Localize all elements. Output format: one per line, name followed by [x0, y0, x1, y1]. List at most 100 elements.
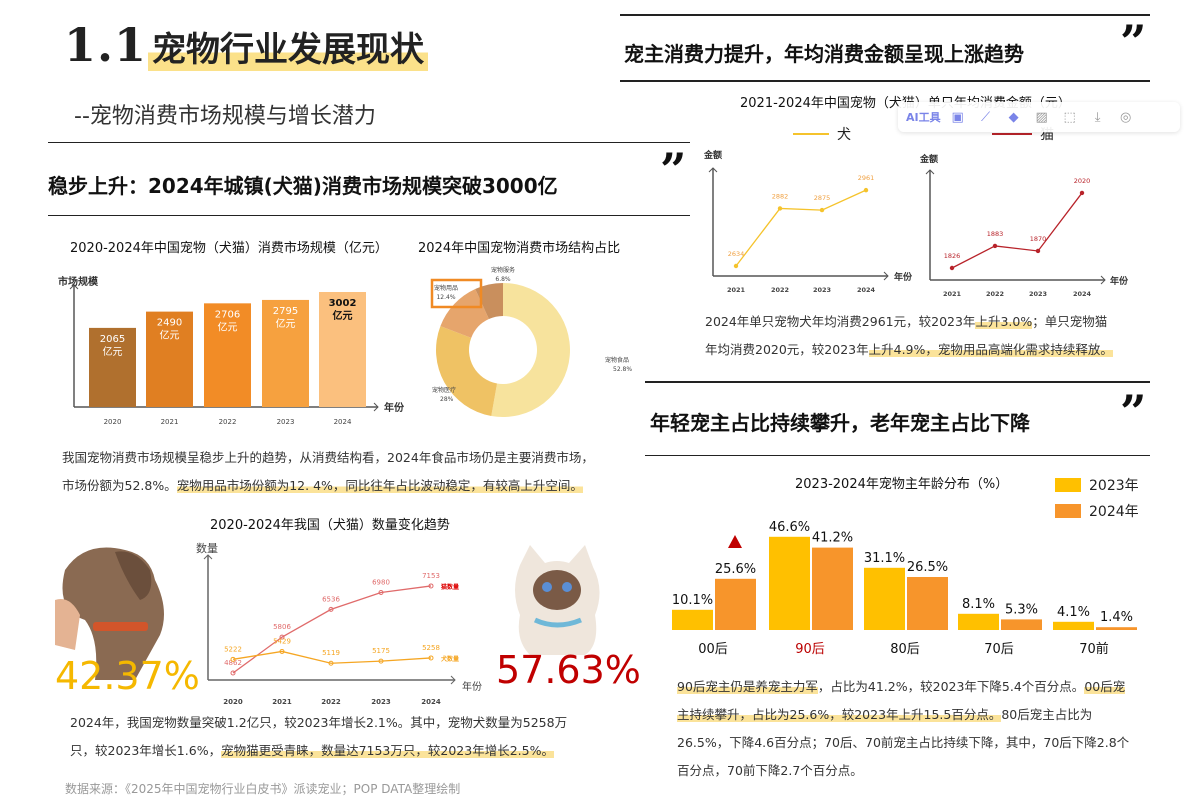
bar: [769, 536, 810, 630]
data-point: [428, 655, 434, 661]
divider: [620, 14, 1150, 16]
crop-icon[interactable]: ⬚: [1063, 109, 1076, 125]
legend-swatch: [992, 133, 1032, 135]
bar-unit-label: 亿元: [103, 345, 123, 358]
legend-2023: 2023年: [1055, 475, 1139, 495]
x-tick-label: 2024: [334, 418, 352, 426]
bar-value-label: 2065: [100, 334, 125, 345]
bar-value-label: 46.6%: [769, 520, 810, 535]
data-label: 5175: [372, 647, 390, 655]
divider: [48, 142, 690, 143]
data-point: [378, 658, 384, 664]
x-tick-label: 70前: [1079, 641, 1109, 657]
y-axis-label: 金额: [703, 149, 722, 161]
highlighted-text: 宠物用品市场份额为12. 4%，同比往年占比波动稳定，有较高上升空间。: [176, 478, 583, 493]
eraser-icon[interactable]: ◆: [1008, 109, 1019, 125]
y-axis-arrow-icon: [203, 554, 213, 560]
age-chart-title: 2023-2024年宠物主年龄分布（%）: [795, 477, 1009, 492]
x-tick-label: 2020: [223, 698, 243, 706]
divider: [620, 80, 1150, 82]
pie-label: 宠物食品: [605, 356, 629, 364]
x-tick-label: 2024: [421, 698, 441, 706]
pie-slice: [435, 326, 498, 416]
data-point: [230, 656, 236, 662]
data-label: 2634: [728, 250, 745, 258]
cat-image: [515, 545, 600, 655]
x-tick-label: 2024: [857, 286, 876, 294]
highlighted-text: 90后宠主仍是养宠主力军: [677, 679, 818, 694]
up-triangle-icon: [728, 535, 742, 548]
paragraph-text: 2024年，我国宠物数量突破1.2亿只，较2023年增长2.1%。其中，宠物犬数…: [70, 715, 568, 730]
right-heading-age: 年轻宠主占比持续攀升，老年宠主占比下降: [650, 411, 1030, 435]
bar-unit-label: 亿元: [276, 317, 296, 330]
data-point: [328, 660, 334, 666]
data-point: [279, 648, 285, 654]
y-axis-arrow-icon: [708, 167, 718, 173]
x-tick-label: 2024: [1073, 290, 1092, 298]
bar: [672, 609, 713, 630]
paragraph-text: ；单只宠物猫年均消费2020元，较2023年: [705, 314, 1108, 357]
page-title: 宠物行业发展现状: [148, 22, 428, 71]
bar: [89, 327, 136, 407]
quote-icon: ”: [1120, 15, 1147, 69]
bar-value-label: 3002: [329, 298, 357, 309]
image-edit-icon[interactable]: ▨: [1035, 109, 1048, 125]
ai-tools-button[interactable]: AI工具: [906, 111, 941, 124]
x-axis-label: 年份: [462, 680, 482, 693]
pie-slice: [491, 283, 570, 417]
data-label: 2020: [1074, 177, 1091, 185]
paragraph-text: 2024年单只宠物犬年均消费2961元，较2023年: [705, 314, 976, 329]
data-point: [949, 265, 955, 271]
data-label: 7153: [422, 572, 440, 580]
legend-swatch: [1055, 504, 1081, 518]
pie-value: 52.8%: [613, 366, 632, 373]
spending-paragraph: 2024年单只宠物犬年均消费2961元，较2023年上升3.0%；单只宠物猫年均…: [705, 308, 1115, 364]
data-point: [733, 263, 739, 269]
settings-icon[interactable]: ◎: [1119, 109, 1132, 125]
x-axis-label: 年份: [894, 271, 913, 283]
divider: [48, 215, 690, 216]
bar-value-label: 31.1%: [864, 551, 905, 566]
x-axis-label: 年份: [384, 401, 405, 414]
divider: [645, 381, 1150, 383]
bar: [204, 303, 251, 407]
hd-icon[interactable]: ▣: [951, 109, 964, 125]
legend-label: 2024年: [1089, 504, 1139, 520]
x-tick-label: 2021: [161, 418, 179, 426]
download-icon[interactable]: ⤓: [1094, 109, 1101, 125]
page-subtitle: --宠物消费市场规模与增长潜力: [74, 104, 376, 129]
bar: [864, 567, 905, 630]
left-heading: 稳步上升：2024年城镇(犬猫)消费市场规模突破3000亿: [48, 174, 558, 198]
bar-value-label: 2706: [215, 309, 240, 320]
x-tick-label: 80后: [890, 642, 920, 657]
y-axis-label: 金额: [919, 153, 938, 165]
y-axis-arrow-icon: [925, 169, 935, 175]
data-point: [328, 606, 334, 612]
bar: [1001, 619, 1042, 630]
magic-wand-icon[interactable]: ⟋: [981, 109, 991, 125]
data-label: 1826: [944, 252, 961, 260]
data-label: 5119: [322, 649, 340, 657]
pie-value: 12.4%: [436, 294, 455, 301]
data-label: 5258: [422, 644, 440, 652]
x-tick-label: 2023: [813, 286, 831, 294]
x-tick-label: 00后: [698, 642, 728, 657]
paragraph-text: ，占比为41.2%，较2023年下降5.4个百分点。: [817, 679, 1085, 694]
dog-image: [55, 547, 164, 680]
data-label: 6980: [372, 579, 390, 587]
bar: [907, 577, 948, 630]
quote-icon: ”: [660, 143, 687, 197]
data-point: [777, 206, 783, 211]
data-label: 1883: [987, 230, 1004, 238]
pet-count-paragraph: 2024年，我国宠物数量突破1.2亿只，较2023年增长2.1%。其中，宠物犬数…: [70, 709, 590, 765]
bar-value-label: 4.1%: [1057, 605, 1090, 620]
bar: [1053, 621, 1094, 630]
y-axis-label: 数量: [196, 542, 218, 555]
data-point: [1079, 190, 1085, 196]
y-axis-arrow-icon: [69, 284, 79, 290]
bar-value-label: 2795: [273, 306, 298, 317]
dog-share-value: 42.37%: [55, 654, 200, 698]
data-label: 2875: [814, 194, 831, 202]
highlight-box: [430, 278, 483, 309]
right-heading-spending: 宠主消费力提升，年均消费金额呈现上涨趋势: [624, 42, 1024, 66]
